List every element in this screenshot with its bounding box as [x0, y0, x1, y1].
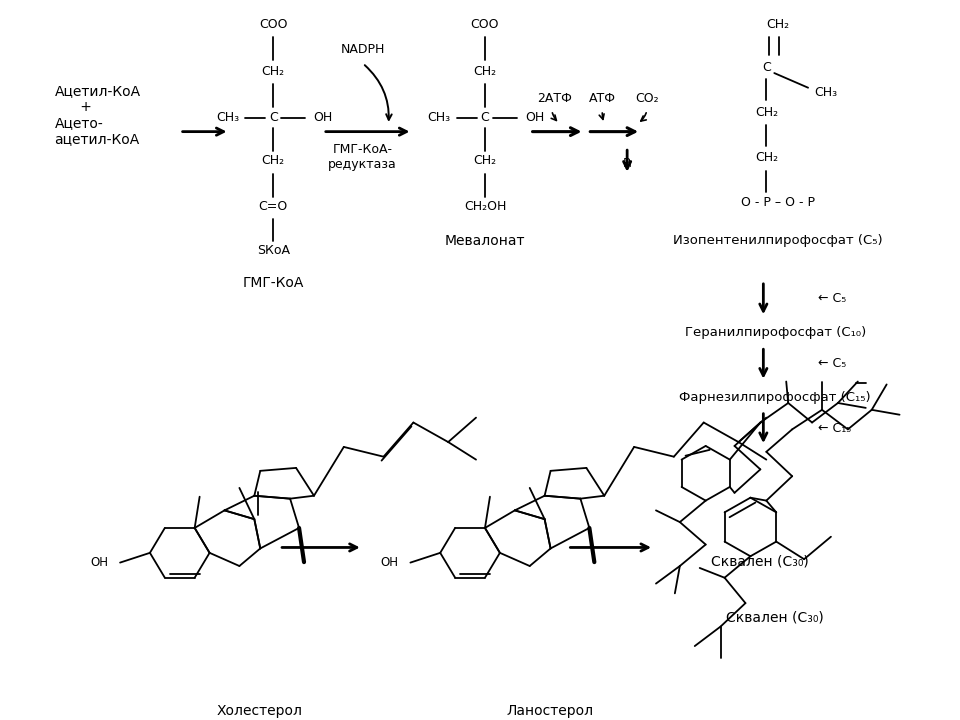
Text: ОН: ОН	[525, 112, 544, 125]
Text: СН₂: СН₂	[262, 154, 285, 168]
Text: Рᵢ: Рᵢ	[622, 158, 632, 171]
Text: Ланостерол: Ланостерол	[506, 704, 593, 719]
Text: ОН: ОН	[313, 112, 332, 125]
Text: Ацетил-КоА
      +
Ацето-
ацетил-КоА: Ацетил-КоА + Ацето- ацетил-КоА	[55, 84, 140, 146]
Text: ГМГ-КоА: ГМГ-КоА	[243, 276, 304, 290]
Text: С: С	[762, 60, 771, 73]
Text: Холестерол: Холестерол	[216, 704, 302, 719]
Text: Сквален (С₃₀): Сквален (С₃₀)	[711, 554, 809, 568]
Text: SКоА: SКоА	[256, 244, 290, 257]
Text: С: С	[481, 112, 490, 125]
Text: Сквален (С₃₀): Сквален (С₃₀)	[727, 611, 824, 625]
Text: ГМГ-КоА-
редуктаза: ГМГ-КоА- редуктаза	[328, 143, 397, 171]
Text: СН₂: СН₂	[262, 65, 285, 78]
Text: СОО: СОО	[259, 18, 287, 31]
Text: ← С₅: ← С₅	[818, 357, 847, 371]
Text: Геранилпирофосфат (С₁₀): Геранилпирофосфат (С₁₀)	[684, 326, 866, 339]
Text: Изопентенилпирофосфат (С₅): Изопентенилпирофосфат (С₅)	[674, 235, 883, 248]
Text: NADPH: NADPH	[341, 43, 385, 56]
Text: СН₃: СН₃	[427, 112, 451, 125]
Text: СОО: СОО	[470, 18, 499, 31]
Text: Мевалонат: Мевалонат	[444, 234, 525, 248]
Text: С: С	[269, 112, 277, 125]
Text: СО₂: СО₂	[636, 92, 659, 105]
Text: СН₂: СН₂	[767, 18, 790, 31]
Text: ОН: ОН	[90, 556, 108, 569]
Text: СН₂: СН₂	[755, 106, 778, 119]
Text: СН₃: СН₃	[814, 86, 837, 99]
Text: СН₂: СН₂	[473, 65, 496, 78]
Text: ← С₅: ← С₅	[818, 292, 847, 305]
Text: Фарнезилпирофосфат (С₁₅): Фарнезилпирофосфат (С₁₅)	[680, 391, 871, 404]
Text: СН₃: СН₃	[216, 112, 239, 125]
Text: ← С₁₅: ← С₁₅	[818, 422, 852, 435]
Text: С=О: С=О	[258, 200, 288, 213]
Text: СН₂: СН₂	[473, 154, 496, 168]
Text: ОН: ОН	[380, 556, 398, 569]
Text: О - Р – О - Р: О - Р – О - Р	[741, 197, 815, 210]
Text: СН₂ОН: СН₂ОН	[464, 200, 506, 213]
Text: АТФ: АТФ	[588, 92, 615, 105]
Text: СН₂: СН₂	[755, 151, 778, 164]
Text: 2АТФ: 2АТФ	[538, 92, 572, 105]
